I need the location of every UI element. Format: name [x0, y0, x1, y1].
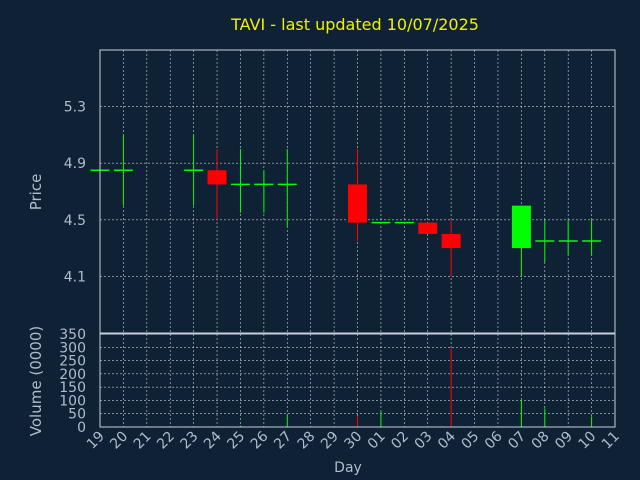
x-tick-label: 08	[529, 429, 553, 453]
candle-body	[418, 222, 438, 234]
volume-tick-label: 0	[77, 420, 86, 436]
candle-body	[511, 205, 531, 249]
x-tick-label: 01	[365, 429, 389, 453]
x-tick-label: 03	[412, 429, 436, 453]
x-tick-label: 30	[341, 429, 365, 453]
candle-body	[207, 170, 227, 185]
price-axis-label: Price	[27, 174, 45, 211]
price-tick-label: 4.9	[64, 156, 86, 172]
x-tick-label: 22	[154, 429, 178, 453]
volume-axis-label: Volume (0000)	[27, 326, 45, 436]
x-tick-label: 25	[224, 429, 248, 453]
x-tick-label: 09	[552, 429, 576, 453]
x-tick-label: 19	[84, 429, 108, 453]
x-axis-label: Day	[334, 460, 362, 476]
volume-grid	[100, 334, 615, 427]
chart-title: TAVI - last updated 10/07/2025	[230, 15, 479, 34]
volume-tick-label: 200	[59, 367, 86, 383]
x-ticks: 19 20 21 22 23 24 25 26 27 28 29 30 01 02 03 04 05 06 07 08…	[84, 428, 623, 452]
volume-tick-label: 350	[59, 327, 86, 343]
x-tick-label: 26	[248, 428, 272, 452]
volume-bars	[99, 347, 593, 427]
x-tick-label: 28	[295, 429, 319, 453]
x-tick-label: 06	[482, 428, 506, 452]
x-tick-label: 20	[107, 429, 131, 453]
price-tick-label: 4.1	[64, 269, 86, 285]
price-y-ticks: 4.1 4.5 4.9 5.3	[64, 100, 86, 286]
candle-body	[441, 233, 461, 249]
volume-tick-label: 50	[68, 407, 86, 423]
price-tick-label: 5.3	[64, 100, 86, 116]
volume-tick-label: 250	[59, 354, 86, 370]
volume-tick-label: 300	[59, 340, 86, 356]
x-tick-label: 27	[271, 429, 295, 453]
volume-tick-label: 150	[59, 380, 86, 396]
x-tick-label: 29	[318, 429, 342, 453]
x-tick-label: 05	[458, 429, 482, 453]
x-tick-label: 07	[505, 429, 529, 453]
price-candles	[90, 134, 602, 277]
x-tick-label: 23	[178, 429, 202, 453]
x-tick-label: 11	[599, 429, 623, 453]
x-tick-label: 24	[201, 428, 225, 452]
volume-tick-label: 100	[59, 393, 86, 409]
x-tick-label: 04	[435, 428, 459, 452]
x-tick-label: 21	[131, 429, 155, 453]
candle-body	[348, 184, 367, 223]
x-tick-label: 02	[388, 429, 412, 453]
price-panel-frame	[99, 49, 616, 334]
x-tick-label: 10	[575, 429, 599, 453]
price-tick-label: 4.5	[64, 213, 86, 229]
volume-panel-frame	[99, 333, 616, 428]
